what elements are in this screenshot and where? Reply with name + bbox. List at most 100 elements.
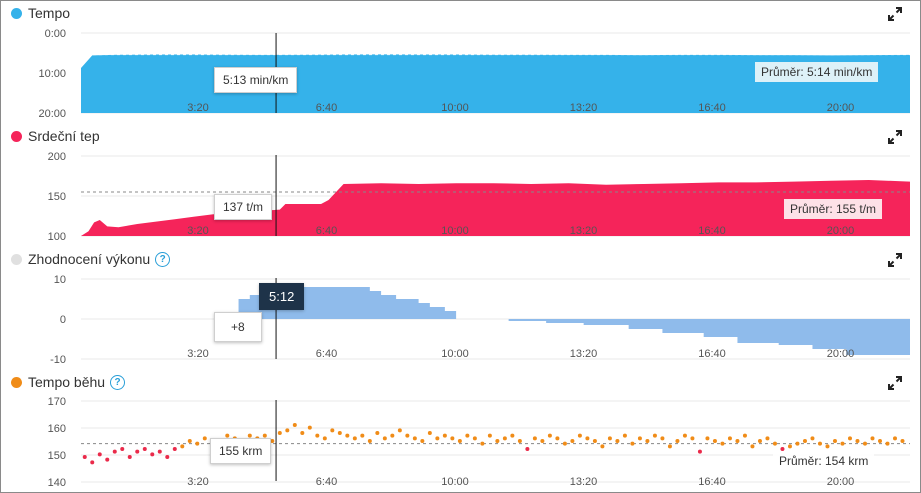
cadence-point: [285, 428, 290, 433]
cadence-point: [97, 452, 102, 457]
performance-title-text: Zhodnocení výkonu: [28, 251, 151, 267]
expand-icon[interactable]: [888, 130, 902, 144]
x-tick-label: 13:20: [570, 476, 598, 488]
x-tick-label: 10:00: [441, 348, 469, 360]
cadence-point: [472, 436, 477, 441]
cadence-point: [577, 433, 582, 438]
series-area: [238, 287, 911, 355]
x-tick-label: 16:40: [698, 225, 726, 237]
x-tick-label: 13:20: [570, 225, 598, 237]
cadence-point: [510, 433, 515, 438]
cadence-point: [202, 436, 207, 441]
cadence-average: Průměr: 154 krm: [773, 451, 875, 471]
cadence-point: [832, 439, 837, 443]
cadence-point: [277, 431, 282, 435]
heart-rate-panel: Srdeční tep 200 150 100 3:20 6:40 10:00 13:20 1…: [1, 124, 920, 242]
cadence-point: [540, 439, 545, 443]
performance-tooltip: +8: [214, 312, 262, 342]
x-tick-label: 13:20: [570, 102, 598, 114]
cadence-point: [172, 447, 177, 451]
cadence-point: [900, 439, 905, 443]
cadence-point: [487, 433, 492, 438]
x-tick-label: 10:00: [441, 225, 469, 237]
performance-panel: Zhodnocení výkonu? 10 0 -10 3:20 6:40 10:00 13…: [1, 247, 920, 365]
cadence-point: [262, 433, 267, 438]
heart-rate-title: Srdeční tep: [11, 128, 100, 144]
cadence-point: [570, 439, 575, 443]
x-tick-label: 20:00: [827, 476, 855, 488]
x-tick-label: 3:20: [187, 102, 208, 114]
tempo-tooltip: 5:13 min/km: [214, 67, 298, 93]
x-tick-label: 6:40: [316, 102, 337, 114]
cadence-point: [622, 433, 627, 438]
y-tick-label: 150: [48, 450, 66, 462]
cadence-point: [315, 433, 320, 438]
cadence-point: [360, 433, 365, 438]
cadence-point: [810, 436, 815, 441]
cadence-point: [367, 439, 372, 443]
cadence-point: [465, 433, 470, 438]
cadence-point: [135, 449, 140, 454]
expand-icon[interactable]: [888, 7, 902, 21]
x-tick-label: 6:40: [316, 225, 337, 237]
cadence-point: [127, 455, 132, 459]
x-tick-label: 16:40: [698, 102, 726, 114]
y-tick-label: 170: [48, 396, 66, 408]
cadence-point: [645, 439, 650, 443]
x-tick-label: 3:20: [187, 348, 208, 360]
expand-icon[interactable]: [888, 376, 902, 390]
cadence-point: [735, 439, 740, 443]
heart-rate-title-text: Srdeční tep: [28, 128, 100, 144]
heart-rate-tooltip: 137 t/m: [214, 194, 273, 220]
cadence-point: [105, 457, 110, 462]
cadence-point: [817, 441, 822, 446]
x-tick-label: 3:20: [187, 476, 208, 488]
cadence-point: [187, 439, 192, 443]
cadence-point: [292, 423, 297, 427]
tempo-title-text: Tempo: [28, 5, 71, 21]
y-tick-label: 0:00: [45, 28, 66, 40]
cadence-point: [712, 439, 717, 443]
cadence-point: [307, 425, 312, 430]
x-tick-label: 20:00: [827, 225, 855, 237]
x-tick-label: 20:00: [827, 348, 855, 360]
cadence-point: [862, 441, 867, 446]
cadence-point: [697, 449, 702, 454]
tempo-chart: 0:00 10:00 20:00 3:20 6:40 10:00 13:20 16:40 20:…: [38, 28, 910, 119]
cadence-point: [652, 433, 657, 438]
cadence-title-text: Tempo běhu: [28, 374, 106, 390]
expand-icon[interactable]: [888, 253, 902, 267]
cadence-point: [352, 436, 357, 441]
cadence-point: [90, 460, 95, 465]
cadence-point: [180, 444, 185, 449]
tempo-average: Průměr: 5:14 min/km: [755, 62, 879, 82]
cadence-point: [547, 433, 552, 438]
help-icon[interactable]: ?: [155, 251, 171, 267]
cadence-point: [112, 449, 117, 454]
cadence-point: [517, 439, 522, 443]
cadence-point: [825, 444, 830, 449]
cadence-point: [495, 439, 500, 443]
cadence-point: [405, 433, 410, 438]
heart-rate-average: Průměr: 155 t/m: [784, 199, 883, 219]
cadence-point: [795, 441, 800, 446]
cadence-point: [630, 441, 635, 446]
cadence-point: [150, 452, 155, 457]
cadence-title: Tempo běhu?: [11, 374, 126, 390]
cadence-point: [397, 428, 402, 433]
help-icon[interactable]: ?: [110, 374, 126, 390]
cadence-point: [345, 433, 350, 438]
x-tick-label: 16:40: [698, 348, 726, 360]
y-tick-label: 160: [48, 423, 66, 435]
cadence-point: [705, 436, 710, 441]
y-tick-label: 0: [60, 314, 66, 326]
cadence-point: [82, 455, 87, 459]
performance-title: Zhodnocení výkonu?: [11, 251, 171, 267]
cadence-point: [802, 439, 807, 443]
x-tick-label: 6:40: [316, 348, 337, 360]
cadence-point: [600, 444, 605, 449]
cadence-point: [375, 431, 380, 435]
cadence-point: [750, 444, 755, 449]
cadence-legend-dot: [11, 376, 22, 388]
